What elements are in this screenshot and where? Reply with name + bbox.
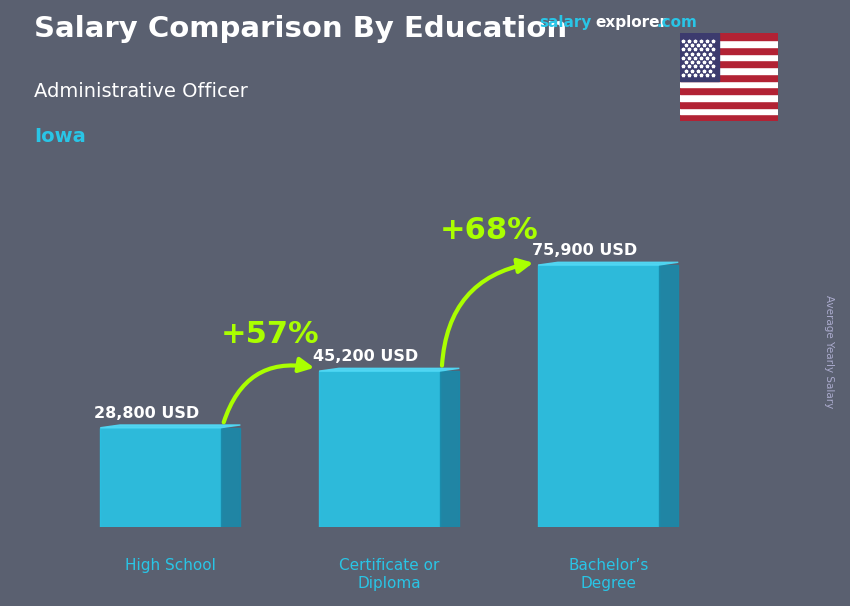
- Polygon shape: [439, 371, 459, 527]
- Text: +57%: +57%: [221, 321, 320, 350]
- Bar: [680, 81, 778, 87]
- Polygon shape: [320, 371, 439, 527]
- FancyArrowPatch shape: [224, 359, 309, 422]
- Bar: [680, 67, 778, 74]
- Bar: [680, 61, 778, 67]
- Polygon shape: [320, 368, 459, 371]
- Bar: [680, 33, 778, 40]
- Text: Administrative Officer: Administrative Officer: [34, 82, 248, 101]
- Bar: [680, 74, 778, 81]
- Polygon shape: [100, 428, 221, 527]
- Bar: [680, 53, 778, 61]
- Text: High School: High School: [125, 558, 216, 573]
- Bar: [680, 87, 778, 94]
- Text: .com: .com: [656, 15, 697, 30]
- Bar: [680, 33, 719, 81]
- Text: 28,800 USD: 28,800 USD: [94, 406, 199, 421]
- Polygon shape: [221, 428, 241, 527]
- Text: 75,900 USD: 75,900 USD: [531, 243, 637, 258]
- Text: Average Yearly Salary: Average Yearly Salary: [824, 295, 834, 408]
- Polygon shape: [659, 265, 678, 527]
- Polygon shape: [100, 425, 241, 428]
- FancyArrowPatch shape: [442, 260, 529, 365]
- Text: Iowa: Iowa: [34, 127, 86, 146]
- Bar: [680, 47, 778, 53]
- Text: +68%: +68%: [439, 216, 538, 245]
- Bar: [680, 115, 778, 121]
- Text: Bachelor’s
Degree: Bachelor’s Degree: [568, 558, 649, 591]
- Bar: [680, 101, 778, 108]
- Text: Certificate or
Diploma: Certificate or Diploma: [339, 558, 439, 591]
- Text: explorer: explorer: [595, 15, 667, 30]
- Bar: [680, 40, 778, 47]
- Polygon shape: [538, 262, 678, 265]
- Bar: [680, 94, 778, 101]
- Bar: [680, 108, 778, 115]
- Text: salary: salary: [540, 15, 592, 30]
- Text: 45,200 USD: 45,200 USD: [313, 349, 418, 364]
- Text: Salary Comparison By Education: Salary Comparison By Education: [34, 15, 567, 43]
- Polygon shape: [538, 265, 659, 527]
